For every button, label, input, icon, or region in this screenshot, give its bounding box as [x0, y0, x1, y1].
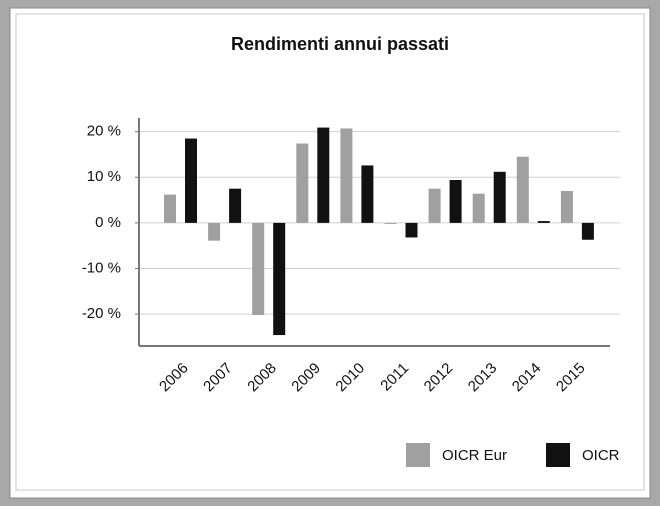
bar	[296, 143, 309, 223]
bar	[560, 190, 573, 223]
legend-swatch	[406, 443, 430, 467]
legend-label: OICR Eur	[442, 447, 507, 464]
bar	[252, 222, 265, 315]
bar	[493, 171, 506, 223]
bar	[384, 222, 397, 224]
bar	[581, 222, 594, 240]
legend-label: OICR	[582, 447, 620, 464]
bar	[185, 138, 197, 223]
bar	[208, 222, 221, 241]
panel-inner	[15, 13, 645, 491]
y-tick-label: -20 %	[82, 305, 121, 322]
bar	[537, 221, 550, 223]
bar	[273, 222, 286, 336]
y-tick-label: 0 %	[95, 214, 121, 231]
legend-swatch	[546, 443, 570, 467]
bar	[516, 156, 529, 223]
bar	[405, 222, 418, 238]
bar	[472, 193, 485, 223]
bar	[361, 165, 374, 223]
chart-title: Rendimenti annui passati	[231, 34, 449, 54]
bar	[229, 188, 242, 223]
bar	[317, 127, 330, 223]
y-tick-label: 10 %	[87, 168, 121, 185]
bar	[428, 188, 441, 223]
bar	[340, 128, 353, 223]
bar	[449, 180, 462, 223]
y-tick-label: -10 %	[82, 259, 121, 276]
panel	[9, 7, 651, 499]
bar	[164, 194, 176, 223]
y-tick-label: 20 %	[87, 123, 121, 140]
